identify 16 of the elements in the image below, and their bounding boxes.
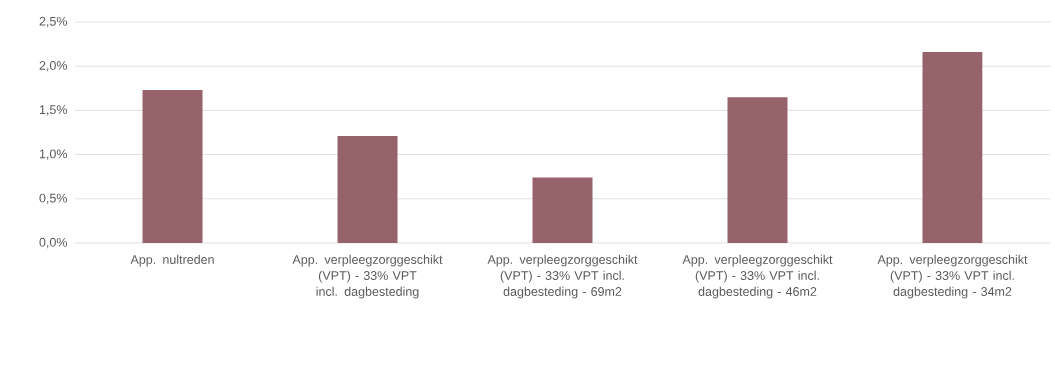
bar — [532, 177, 593, 243]
y-tick-label: 1,0% — [39, 149, 68, 160]
y-tick-label: 1,5% — [39, 105, 68, 116]
x-tick-label: App. nultreden — [130, 254, 214, 267]
x-tick-label: App. verpleegzorggeschikt (VPT) - 33% VPT incl. dagbesteding — [292, 254, 443, 299]
bar — [922, 52, 983, 243]
y-tick-label: 0,5% — [39, 193, 68, 204]
x-tick-label: App. verpleegzorggeschikt (VPT) - 33% VPT incl. dagbesteding - 34m2 — [877, 254, 1028, 299]
bar — [337, 136, 398, 243]
y-tick-label: 0,0% — [39, 237, 68, 249]
bar — [727, 97, 788, 243]
y-tick-label: 2,0% — [39, 61, 68, 72]
x-tick-label: App. verpleegzorggeschikt (VPT) - 33% VPT incl. dagbesteding - 69m2 — [487, 254, 638, 299]
bar — [142, 90, 203, 243]
y-tick-label: 2,5% — [39, 16, 68, 28]
x-tick-label: App. verpleegzorggeschikt (VPT) - 33% VPT incl. dagbesteding - 46m2 — [682, 254, 833, 299]
